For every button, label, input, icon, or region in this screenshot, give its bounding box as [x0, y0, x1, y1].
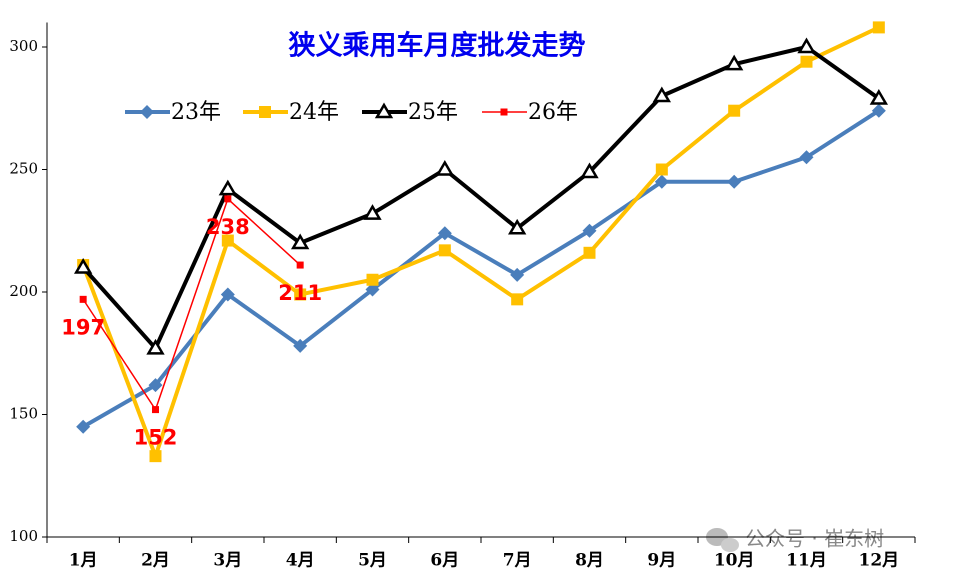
data-label: 238: [206, 215, 250, 239]
marker: [221, 234, 234, 247]
marker: [224, 195, 232, 203]
legend-label: 24年: [289, 100, 339, 125]
data-label: 152: [134, 426, 178, 450]
watermark-icon: [706, 528, 739, 552]
marker: [76, 419, 91, 434]
x-tick-label: 2月: [141, 551, 170, 571]
marker: [654, 174, 669, 189]
series-line: [82, 198, 301, 411]
marker: [218, 179, 238, 196]
marker: [220, 287, 235, 302]
watermark: 公众号 · 崔东树: [745, 527, 884, 551]
x-tick-label: 5月: [358, 551, 387, 571]
y-tick-label: 250: [9, 160, 38, 178]
marker: [728, 104, 741, 117]
marker: [293, 338, 308, 353]
marker: [510, 267, 525, 282]
marker: [366, 273, 379, 286]
series-line: [81, 45, 880, 351]
marker: [869, 88, 889, 105]
x-tick-label: 9月: [647, 551, 676, 571]
x-tick-label: 8月: [575, 551, 604, 571]
marker: [259, 106, 271, 118]
marker: [437, 226, 452, 241]
marker: [294, 288, 307, 301]
y-tick-label: 300: [9, 37, 38, 55]
x-tick-label: 1月: [69, 551, 98, 571]
legend-label: 23年: [171, 100, 221, 125]
x-tick-label: 3月: [213, 551, 242, 571]
marker: [500, 108, 508, 116]
marker: [435, 160, 455, 176]
marker: [79, 295, 87, 303]
marker: [582, 223, 597, 238]
marker: [580, 162, 599, 179]
marker: [797, 37, 816, 54]
marker: [799, 150, 814, 165]
x-tick-label: 12月: [858, 551, 899, 571]
marker: [871, 103, 886, 118]
marker: [438, 244, 451, 257]
marker: [148, 378, 163, 393]
marker: [73, 258, 93, 274]
marker: [507, 218, 527, 235]
x-tick-label: 7月: [503, 551, 532, 571]
chart-title: 狭义乘用车月度批发走势: [288, 30, 586, 62]
marker: [374, 102, 394, 119]
x-tick-label: 6月: [430, 551, 459, 571]
marker: [296, 261, 304, 269]
marker: [724, 54, 744, 71]
marker: [800, 55, 813, 68]
x-tick-label: 10月: [714, 551, 755, 571]
marker: [140, 105, 154, 119]
y-tick-label: 100: [9, 527, 38, 545]
marker: [652, 86, 672, 103]
marker: [152, 406, 159, 414]
marker: [872, 21, 885, 34]
data-label: 211: [278, 281, 322, 305]
y-tick-label: 150: [9, 405, 38, 423]
legend-label: 25年: [408, 100, 458, 125]
marker: [583, 246, 596, 259]
series-line: [81, 25, 880, 459]
marker: [363, 204, 382, 220]
x-tick-label: 11月: [786, 551, 827, 571]
series-line: [82, 109, 880, 429]
legend-label: 26年: [528, 100, 578, 125]
marker: [365, 282, 380, 297]
marker: [511, 293, 524, 306]
marker: [727, 174, 742, 189]
x-tick-label: 4月: [286, 551, 315, 571]
marker: [149, 450, 162, 463]
marker: [655, 163, 668, 176]
marker: [146, 338, 165, 355]
data-label: 197: [61, 315, 105, 339]
marker: [290, 233, 310, 250]
y-tick-label: 200: [9, 282, 38, 300]
